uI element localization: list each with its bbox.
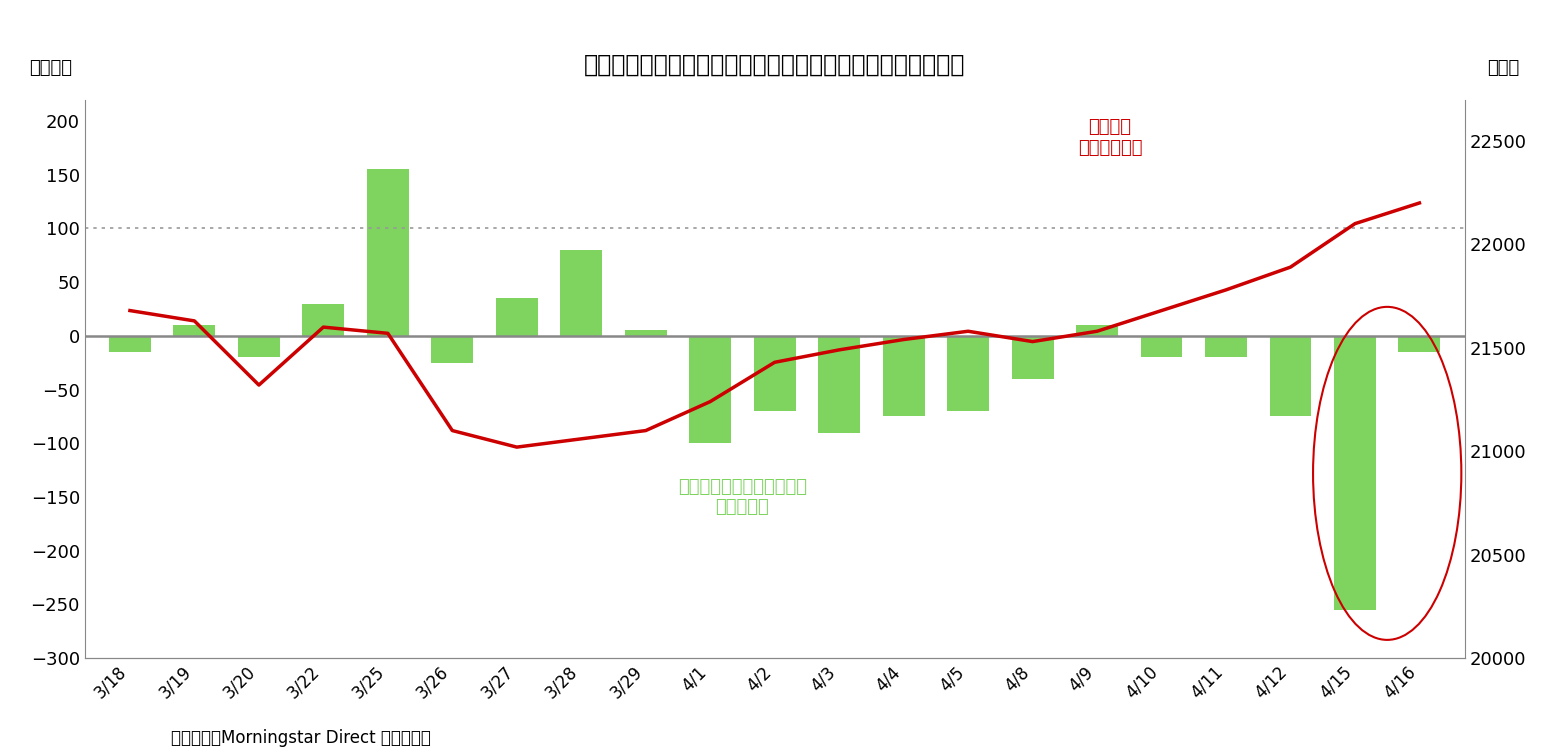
- Bar: [367, 169, 409, 336]
- Bar: [690, 336, 732, 443]
- Text: （億円）: （億円）: [30, 59, 73, 77]
- Bar: [431, 336, 473, 362]
- Bar: [1334, 336, 1376, 610]
- Bar: [173, 325, 215, 336]
- Bar: [1141, 336, 1182, 357]
- Bar: [1269, 336, 1311, 417]
- Bar: [754, 336, 796, 411]
- Bar: [624, 331, 666, 336]
- Bar: [1205, 336, 1247, 357]
- Text: 日経平均
株価（右軸）: 日経平均 株価（右軸）: [1077, 118, 1143, 156]
- Bar: [561, 250, 603, 336]
- Bar: [1398, 336, 1440, 352]
- Bar: [109, 336, 151, 352]
- Bar: [819, 336, 859, 433]
- Title: 》図表１》　インデックス・ファンドの日次推計資金流出入: 》図表１》 インデックス・ファンドの日次推計資金流出入: [584, 53, 965, 77]
- Bar: [238, 336, 280, 357]
- Bar: [495, 298, 537, 336]
- Bar: [947, 336, 989, 411]
- Text: （資料）　Morningstar Direct より作成。: （資料） Morningstar Direct より作成。: [171, 729, 431, 747]
- Bar: [883, 336, 925, 417]
- Bar: [302, 304, 344, 336]
- Bar: [1012, 336, 1054, 379]
- Text: （円）: （円）: [1487, 59, 1520, 77]
- Bar: [1076, 325, 1118, 336]
- Text: インデックス・ファンドの
資金流出入: インデックス・ファンドの 資金流出入: [677, 478, 807, 516]
